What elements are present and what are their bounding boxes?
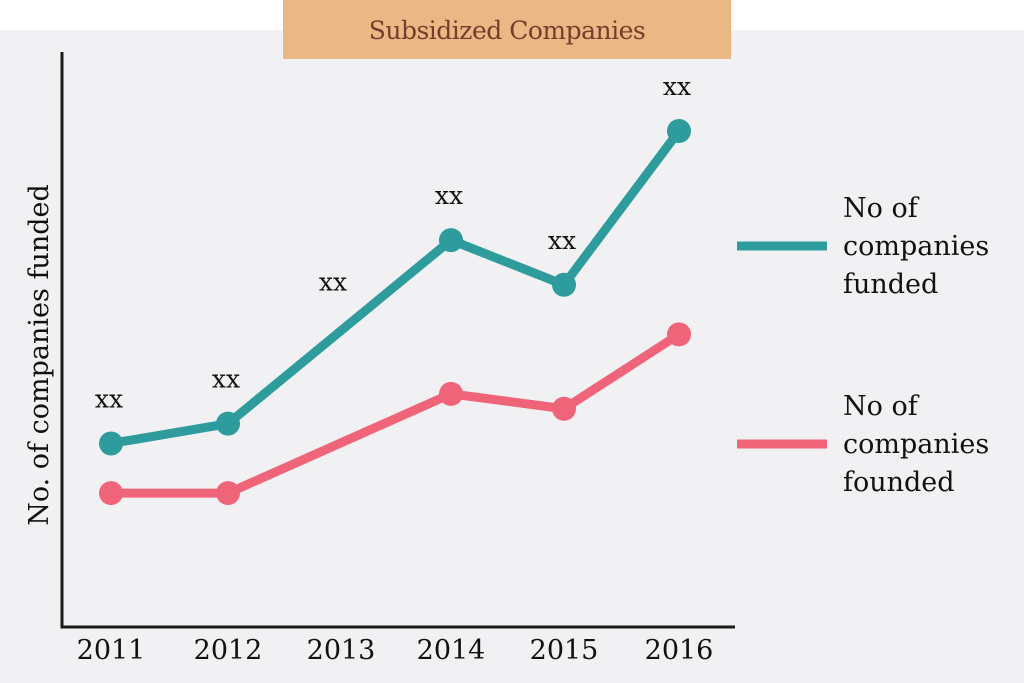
x-tick-label-2016: 2016 (645, 635, 714, 666)
data-labels: xx xx xx xx xx xx (95, 72, 691, 413)
data-point-1-2014 (439, 381, 463, 406)
data-label-2015: xx (548, 226, 576, 255)
data-label-2013: xx (319, 268, 347, 297)
data-label-2014: xx (435, 181, 463, 210)
series-lines (106, 126, 684, 498)
data-label-2016: xx (663, 72, 691, 101)
data-label-2011: xx (95, 384, 123, 413)
y-axis-label: No. of companies funded (24, 184, 55, 526)
data-point-0-2016 (667, 119, 691, 143)
x-tick-label-2014: 2014 (417, 635, 486, 666)
series-points (99, 119, 691, 506)
chart-title-banner: Subsidized Companies (283, 0, 731, 59)
data-point-0-2014 (439, 228, 463, 253)
legend-label-funded: No of companies funded (843, 193, 990, 300)
legend-swatches (737, 241, 827, 449)
data-label-2012: xx (212, 365, 240, 394)
data-point-1-2016 (667, 322, 691, 347)
data-point-1-2011 (99, 481, 123, 506)
legend-label-founded: No of companies founded (843, 391, 990, 498)
x-tick-label-2012: 2012 (194, 635, 263, 666)
chart-title: Subsidized Companies (368, 16, 646, 45)
series-line-1 (106, 329, 684, 498)
data-point-1-2015 (552, 396, 576, 421)
data-point-0-2011 (99, 431, 123, 456)
data-point-1-2012 (216, 481, 240, 506)
axes (60, 52, 735, 629)
data-point-0-2012 (216, 411, 240, 436)
x-tick-label-2015: 2015 (530, 635, 599, 666)
data-point-0-2015 (552, 272, 576, 297)
series-line-0 (106, 126, 684, 448)
x-tick-label-2013: 2013 (307, 635, 376, 666)
x-tick-label-2011: 2011 (77, 635, 146, 666)
chart-panel (0, 30, 1024, 683)
x-tick-labels: 2011 2012 2013 2014 2015 2016 (77, 635, 714, 666)
